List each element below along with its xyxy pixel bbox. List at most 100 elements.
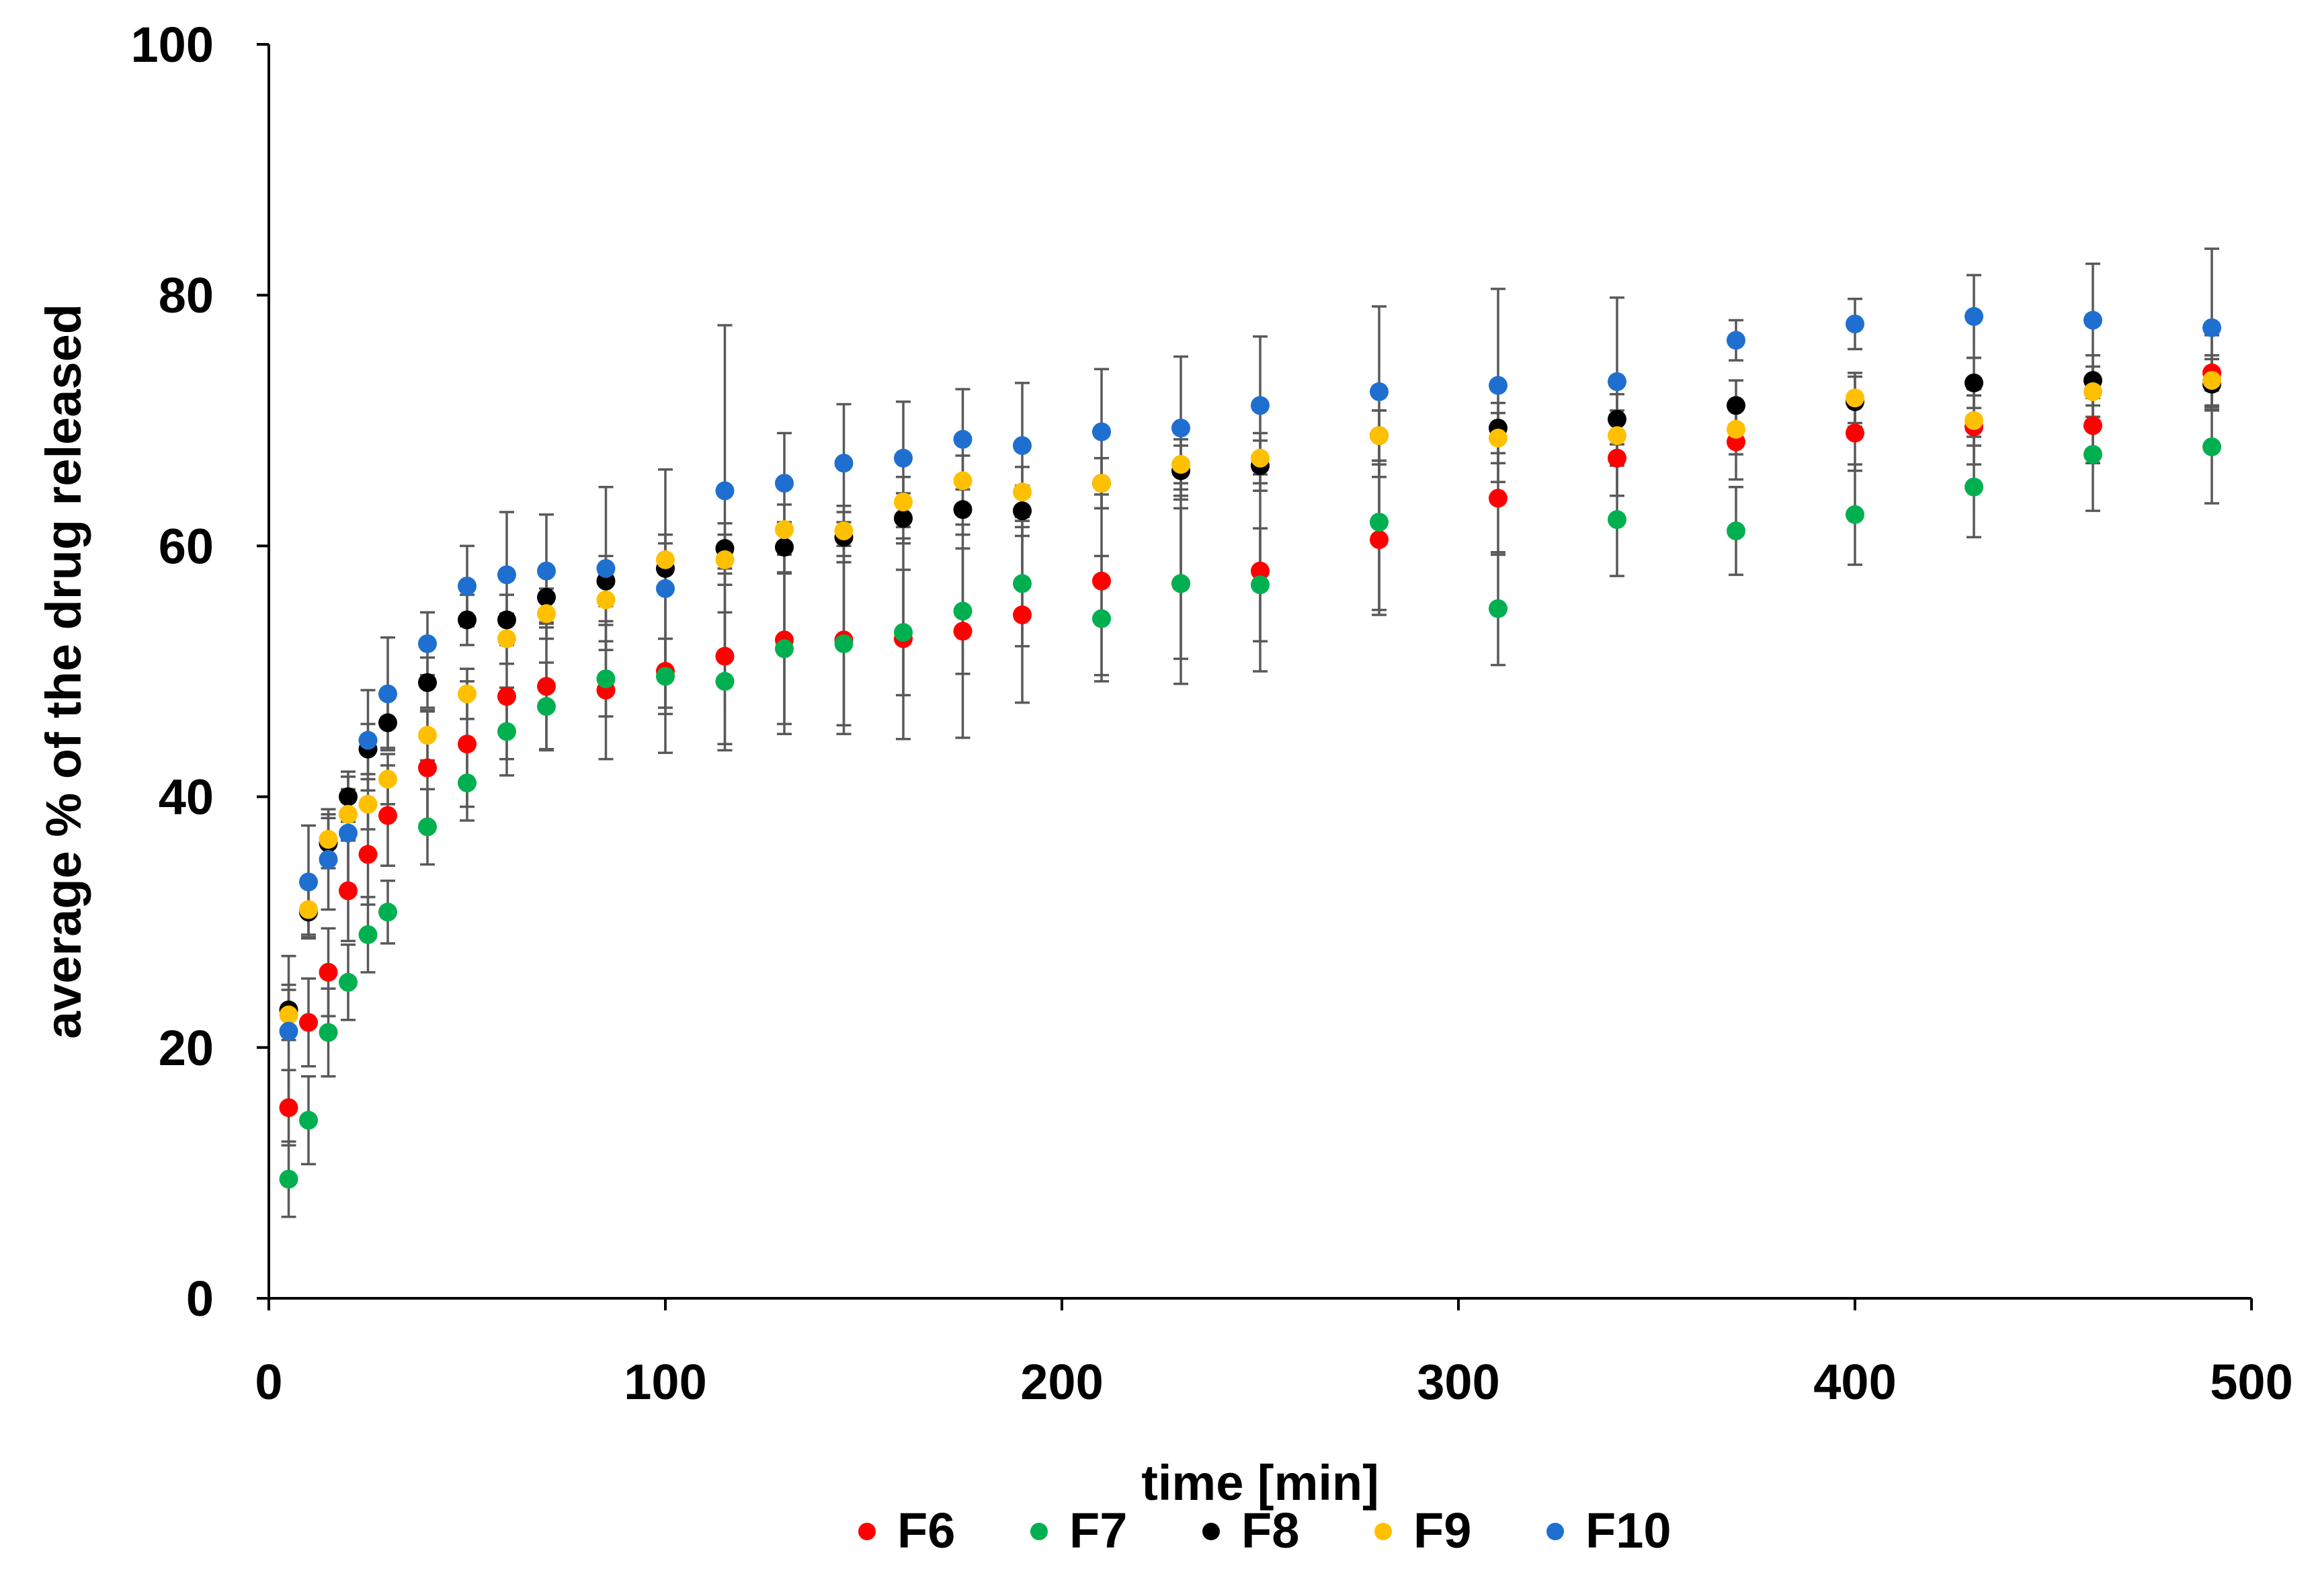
data-point-f10 <box>378 684 397 704</box>
data-point-f7 <box>1251 575 1270 595</box>
legend-label: F6 <box>897 1503 955 1558</box>
data-point-f8 <box>339 787 358 806</box>
data-point-f7 <box>2202 437 2221 456</box>
y-axis-title: average % of the drug released <box>36 304 91 1039</box>
axes <box>267 44 2251 1300</box>
data-point-f9 <box>656 550 675 569</box>
x-tick-label: 0 <box>255 1354 282 1410</box>
error-bars <box>281 247 2219 1218</box>
y-tick-label: 20 <box>159 1020 214 1076</box>
data-point-f7 <box>1846 505 1864 524</box>
data-point-f7 <box>775 639 794 659</box>
data-point-f8 <box>1013 501 1032 521</box>
data-point-f10 <box>894 448 913 468</box>
data-point-f6 <box>1251 561 1270 581</box>
legend-item-f6: F6 <box>858 1503 955 1558</box>
ticks: 0 20 40 60 80 100 0 100 200 300 400 500 <box>131 17 2293 1410</box>
data-point-f9 <box>418 726 437 745</box>
legend: F6 F7 F8 F9 F10 <box>858 1503 1671 1558</box>
data-point-f7 <box>497 722 516 741</box>
data-point-f8 <box>775 538 794 557</box>
data-point-f10 <box>299 872 318 892</box>
error-bars-f8 <box>281 354 2219 1036</box>
data-point-f10 <box>1727 331 1745 350</box>
data-point-f10 <box>497 565 516 585</box>
data-points <box>279 306 2221 1189</box>
data-point-f7 <box>279 1169 298 1189</box>
data-point-f10 <box>418 634 437 653</box>
data-point-f10 <box>1092 422 1111 442</box>
data-point-f8 <box>497 610 516 630</box>
legend-item-f8: F8 <box>1202 1503 1299 1558</box>
data-point-f10 <box>953 429 973 449</box>
y-tick-label: 0 <box>186 1271 214 1327</box>
data-point-f6 <box>319 962 338 982</box>
data-point-f10 <box>1171 418 1190 437</box>
data-point-f7 <box>458 773 477 793</box>
data-point-f9 <box>378 769 397 789</box>
data-point-f7 <box>1171 574 1190 593</box>
data-point-f9 <box>1846 388 1864 408</box>
data-point-f8 <box>953 500 973 519</box>
y-tick-label: 40 <box>159 769 214 825</box>
legend-label: F7 <box>1069 1503 1127 1558</box>
data-point-f6 <box>1092 571 1111 591</box>
data-point-f10 <box>1489 376 1507 395</box>
x-axis-title: time [min] <box>1141 1455 1379 1511</box>
series-f7 <box>279 437 2221 1189</box>
legend-label: F9 <box>1413 1503 1471 1558</box>
data-point-f9 <box>775 520 794 540</box>
data-point-f6 <box>2083 416 2102 435</box>
data-point-f8 <box>378 713 397 732</box>
data-point-f7 <box>2083 445 2102 464</box>
x-tick-label: 300 <box>1417 1354 1499 1410</box>
data-point-f10 <box>2202 318 2221 337</box>
data-point-f9 <box>339 804 358 824</box>
data-point-f9 <box>1965 411 1983 430</box>
data-point-f9 <box>1727 419 1745 439</box>
data-point-f9 <box>358 794 378 814</box>
data-point-f6 <box>418 758 437 778</box>
data-point-f7 <box>418 817 437 837</box>
data-point-f6 <box>358 845 378 864</box>
series-f6 <box>279 363 2221 1118</box>
data-point-f9 <box>279 1005 298 1025</box>
data-point-f9 <box>953 471 973 491</box>
data-point-f7 <box>715 671 735 691</box>
legend-marker <box>1030 1523 1048 1540</box>
data-point-f7 <box>319 1023 338 1042</box>
data-point-f8 <box>1608 409 1626 429</box>
data-point-f6 <box>1608 448 1626 468</box>
error-bars-f7 <box>281 389 2219 1218</box>
data-point-f8 <box>1727 396 1745 415</box>
data-point-f7 <box>1489 599 1507 618</box>
data-point-f9 <box>834 521 854 541</box>
data-point-f9 <box>596 590 616 610</box>
data-point-f10 <box>596 558 616 578</box>
data-point-f9 <box>497 629 516 648</box>
data-point-f9 <box>1171 455 1190 474</box>
data-point-f6 <box>953 622 973 641</box>
data-point-f10 <box>775 474 794 493</box>
data-point-f10 <box>537 561 556 581</box>
x-tick-label: 400 <box>1813 1354 1896 1410</box>
error-bars-f10 <box>281 247 2219 1108</box>
legend-label: F8 <box>1241 1503 1299 1558</box>
data-point-f8 <box>418 673 437 692</box>
data-point-f6 <box>458 734 477 754</box>
data-point-f9 <box>2083 382 2102 401</box>
data-point-f9 <box>458 684 477 704</box>
data-point-f6 <box>537 677 556 696</box>
series-f10 <box>279 306 2221 1041</box>
series-f8 <box>279 371 2221 1019</box>
data-point-f7 <box>378 902 397 922</box>
data-point-f10 <box>319 849 338 869</box>
data-point-f10 <box>834 454 854 473</box>
data-point-f6 <box>378 806 397 825</box>
data-point-f7 <box>1092 609 1111 628</box>
data-point-f7 <box>1013 574 1032 593</box>
data-point-f10 <box>279 1021 298 1041</box>
error-bars-f6 <box>281 334 2219 1147</box>
